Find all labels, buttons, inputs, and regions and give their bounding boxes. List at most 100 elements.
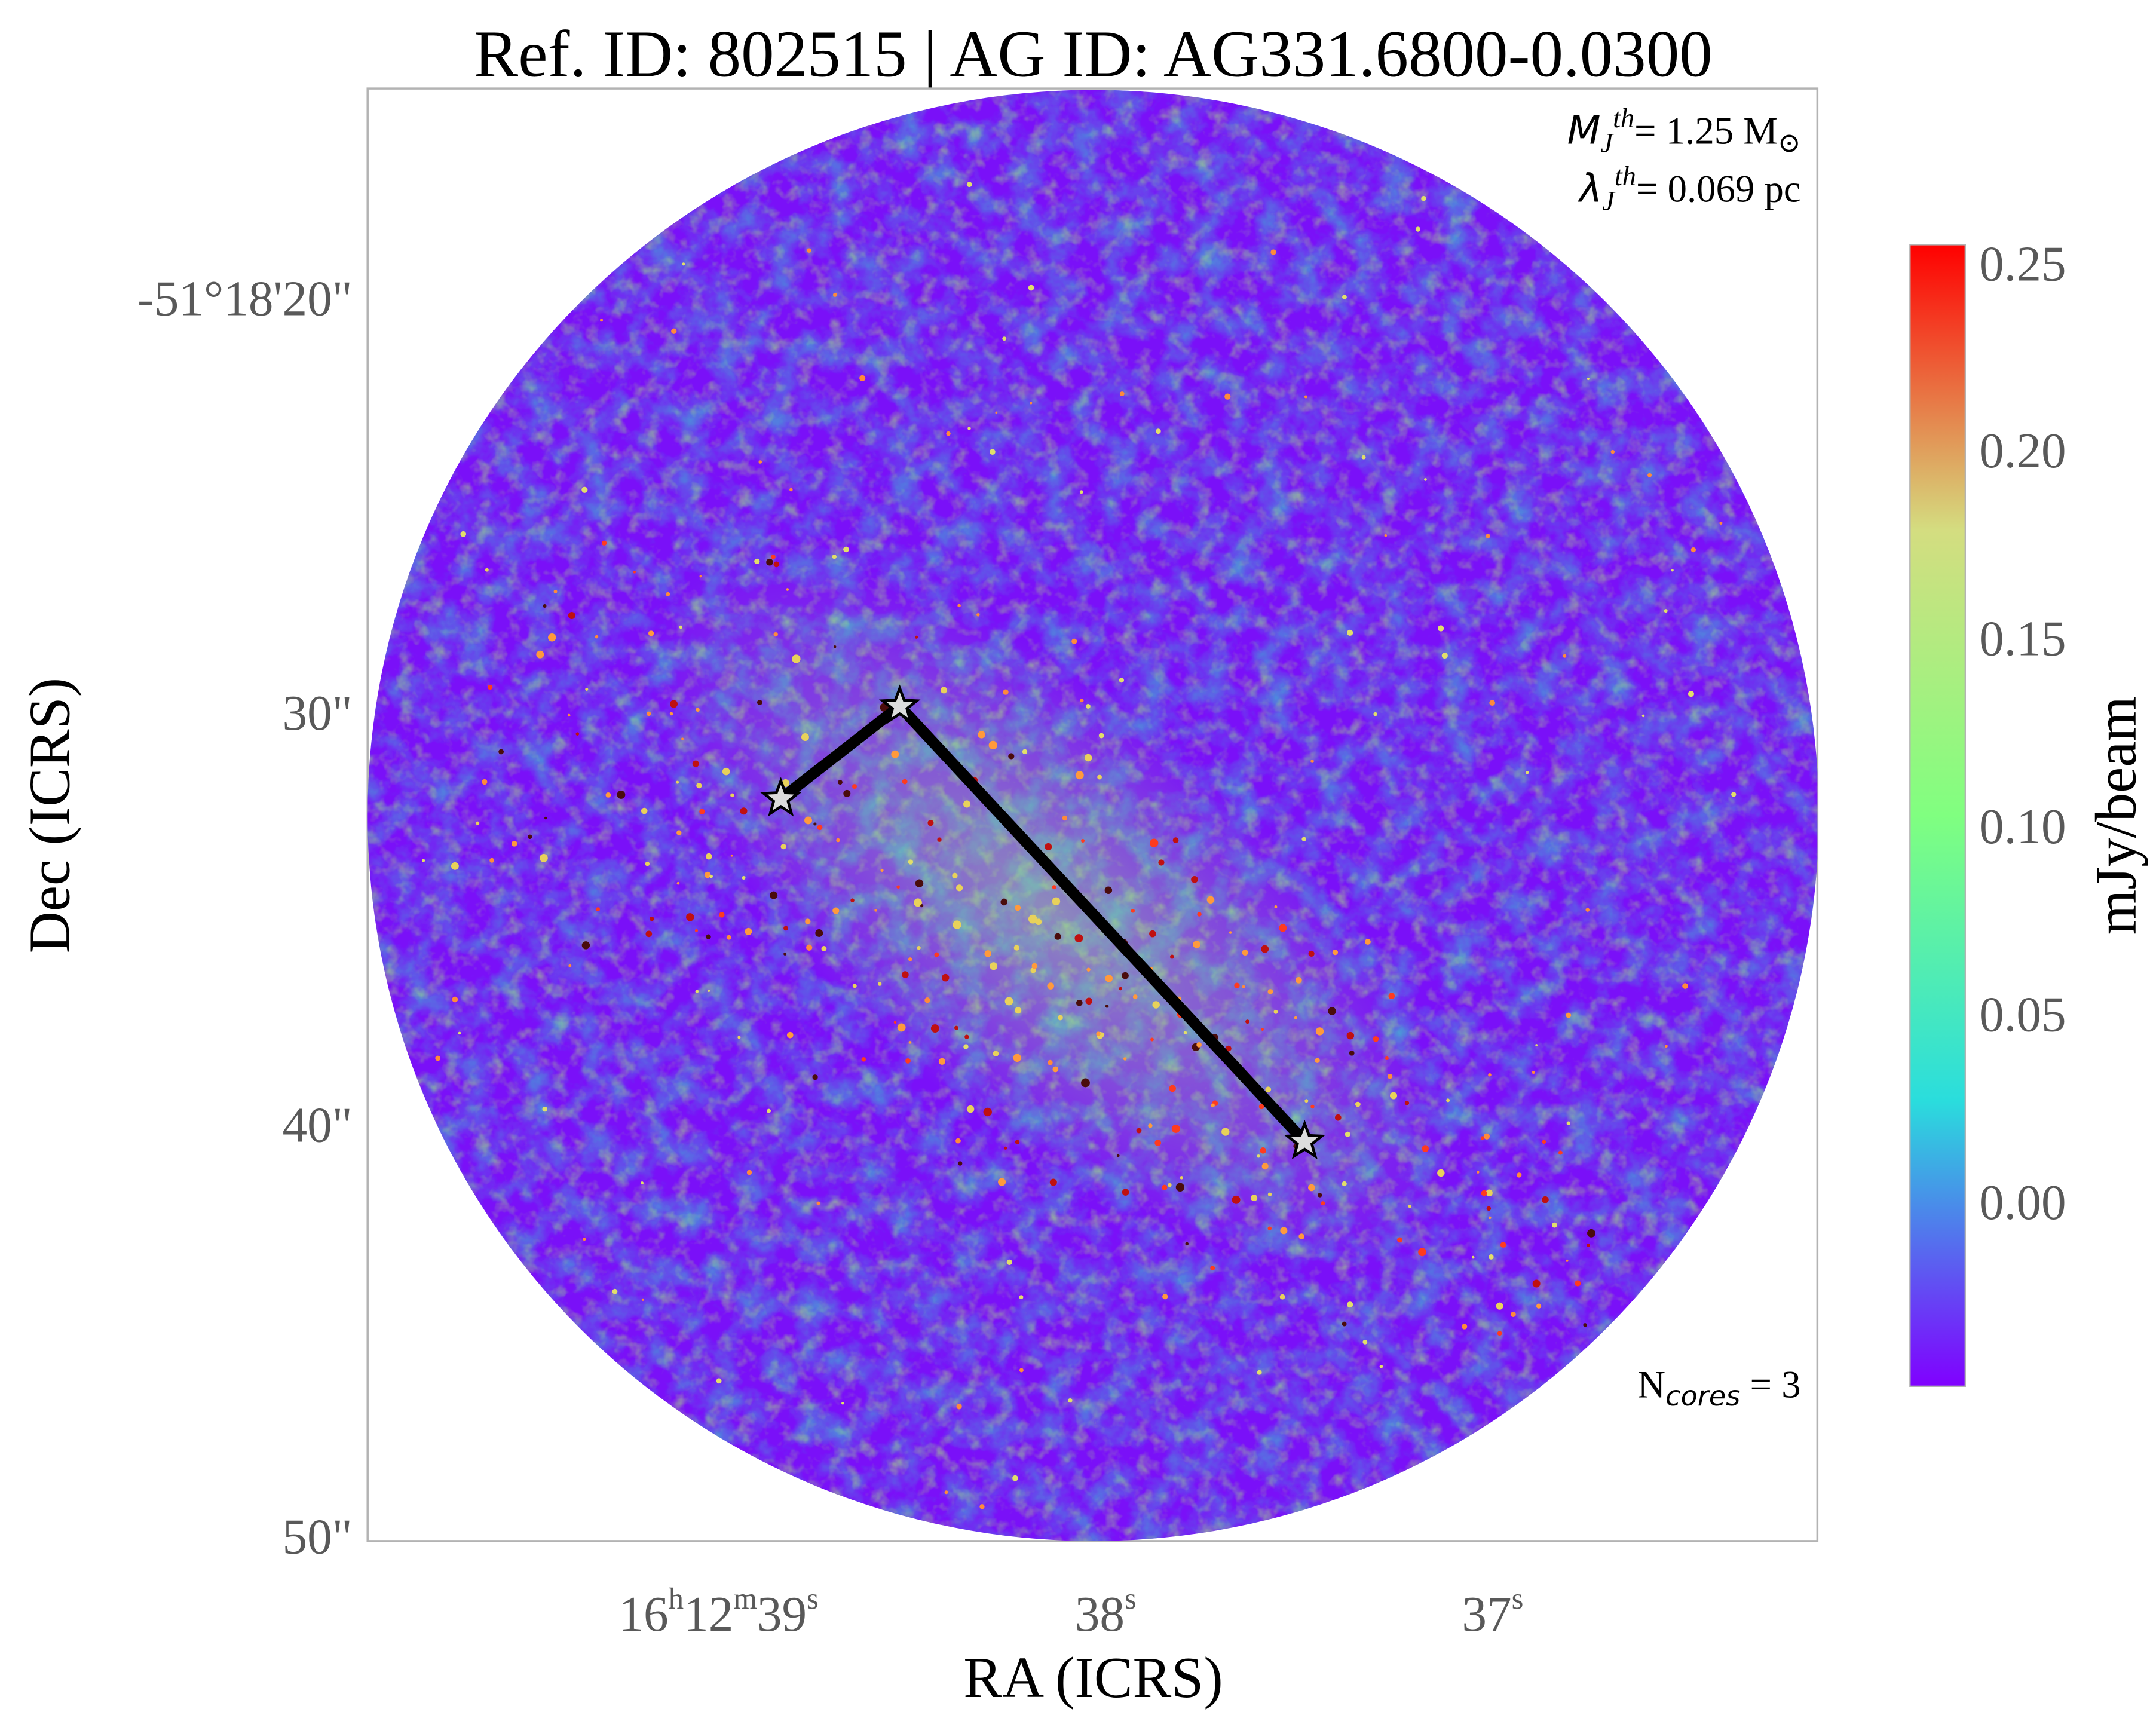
bright-spot xyxy=(1301,837,1306,841)
bright-spot xyxy=(676,830,682,835)
bright-spot xyxy=(1265,1086,1272,1093)
bright-spot xyxy=(941,973,950,982)
bright-spot xyxy=(956,884,963,892)
bright-spot xyxy=(1030,967,1036,973)
bright-spot xyxy=(1028,914,1037,924)
bright-spot xyxy=(1260,1147,1267,1154)
bright-spot xyxy=(542,1106,547,1112)
bright-spot xyxy=(1542,1140,1546,1144)
bright-spot xyxy=(1096,1031,1101,1036)
bright-spot xyxy=(699,809,705,814)
bright-spot xyxy=(966,1105,975,1113)
bright-spot xyxy=(934,952,939,957)
bright-spot xyxy=(1003,689,1009,695)
bright-spot xyxy=(1158,859,1165,866)
bright-spot xyxy=(1332,949,1339,956)
bright-spot xyxy=(645,930,653,938)
colorbar-tick: 0.15 xyxy=(1979,611,2066,666)
bright-spot xyxy=(1321,1201,1325,1206)
bright-spot xyxy=(722,767,730,776)
bright-spot xyxy=(983,1107,992,1117)
bright-spot xyxy=(1294,1016,1297,1019)
bright-spot xyxy=(679,625,683,629)
bright-spot xyxy=(897,1023,906,1032)
bright-spot xyxy=(1074,934,1083,942)
bright-spot xyxy=(836,838,840,843)
bright-spot xyxy=(1471,1255,1475,1259)
bright-spot xyxy=(605,792,611,798)
bright-spot xyxy=(771,555,776,559)
bright-spot xyxy=(548,633,556,642)
bright-spot xyxy=(1193,941,1200,948)
y-tick-label: 50" xyxy=(283,1510,353,1565)
bright-spot xyxy=(1298,1233,1305,1239)
bright-spot xyxy=(1279,924,1287,932)
bright-spot xyxy=(859,375,866,381)
bright-spot xyxy=(704,871,711,878)
bright-spot xyxy=(1441,652,1448,659)
bright-spot xyxy=(536,650,544,659)
bright-spot xyxy=(1119,987,1123,991)
bright-spot xyxy=(1373,712,1377,716)
bright-spot xyxy=(676,881,680,885)
bright-spot xyxy=(1119,391,1125,396)
bright-spot xyxy=(585,687,589,691)
bright-spot xyxy=(1318,1193,1322,1198)
bright-spot xyxy=(1098,733,1104,739)
core-markers xyxy=(760,684,1326,1160)
bright-spot xyxy=(482,779,488,785)
bright-spot xyxy=(1347,629,1353,636)
bright-spot xyxy=(1080,699,1084,703)
bright-spot xyxy=(1119,678,1125,683)
bright-spot xyxy=(789,488,793,492)
colorbar-tick: 0.05 xyxy=(1979,987,2066,1042)
bright-spot xyxy=(1180,1176,1184,1180)
bright-spot xyxy=(783,926,789,931)
colorbar: 0.25 0.20 0.15 0.10 0.05 0.00 mJy/beam xyxy=(1909,237,2148,1387)
bright-spot xyxy=(908,1041,912,1044)
bright-spot xyxy=(832,292,837,297)
bright-spot xyxy=(641,807,648,814)
bright-spot xyxy=(852,784,857,789)
bright-spot xyxy=(1002,336,1007,341)
bright-spot xyxy=(1488,1254,1494,1260)
bright-spot xyxy=(595,635,599,639)
bright-spot xyxy=(780,844,786,850)
bright-spot xyxy=(567,713,571,717)
bright-spot xyxy=(908,957,912,961)
bright-spot xyxy=(915,879,924,887)
bright-spot xyxy=(957,604,961,608)
bright-spot xyxy=(476,821,480,825)
bright-spot xyxy=(1362,1339,1368,1345)
bright-spot xyxy=(1191,875,1198,883)
bright-spot xyxy=(967,427,971,430)
bright-spot xyxy=(694,929,698,932)
bright-spot xyxy=(924,997,930,1003)
bright-spot xyxy=(956,1138,961,1144)
bright-spot xyxy=(1349,1050,1355,1056)
bright-spot xyxy=(737,1036,741,1039)
bright-spot xyxy=(786,1031,794,1039)
bright-spot xyxy=(807,248,811,253)
bright-spot xyxy=(1304,395,1307,399)
bright-spot xyxy=(695,990,699,993)
bright-spot xyxy=(1058,1015,1063,1021)
bright-spot xyxy=(1408,1204,1412,1208)
y-tick-label: 30" xyxy=(283,686,353,741)
bright-spot xyxy=(758,460,762,464)
bright-spot xyxy=(1234,982,1240,988)
bright-spot xyxy=(1245,1019,1250,1024)
bright-spot xyxy=(599,319,604,322)
bright-spot xyxy=(1552,1222,1557,1228)
bright-spot xyxy=(1542,1196,1549,1203)
bright-spot xyxy=(1404,1101,1410,1105)
bright-spot xyxy=(1587,1229,1595,1238)
bright-spot xyxy=(930,1024,939,1033)
bright-spot xyxy=(1610,449,1615,454)
bright-spot xyxy=(1071,638,1077,644)
bright-spot xyxy=(1169,1085,1176,1092)
colorbar-gradient xyxy=(1909,244,1966,1387)
core-star-marker xyxy=(1284,1119,1326,1160)
bright-spot xyxy=(963,1044,969,1049)
bright-spot xyxy=(990,962,998,970)
